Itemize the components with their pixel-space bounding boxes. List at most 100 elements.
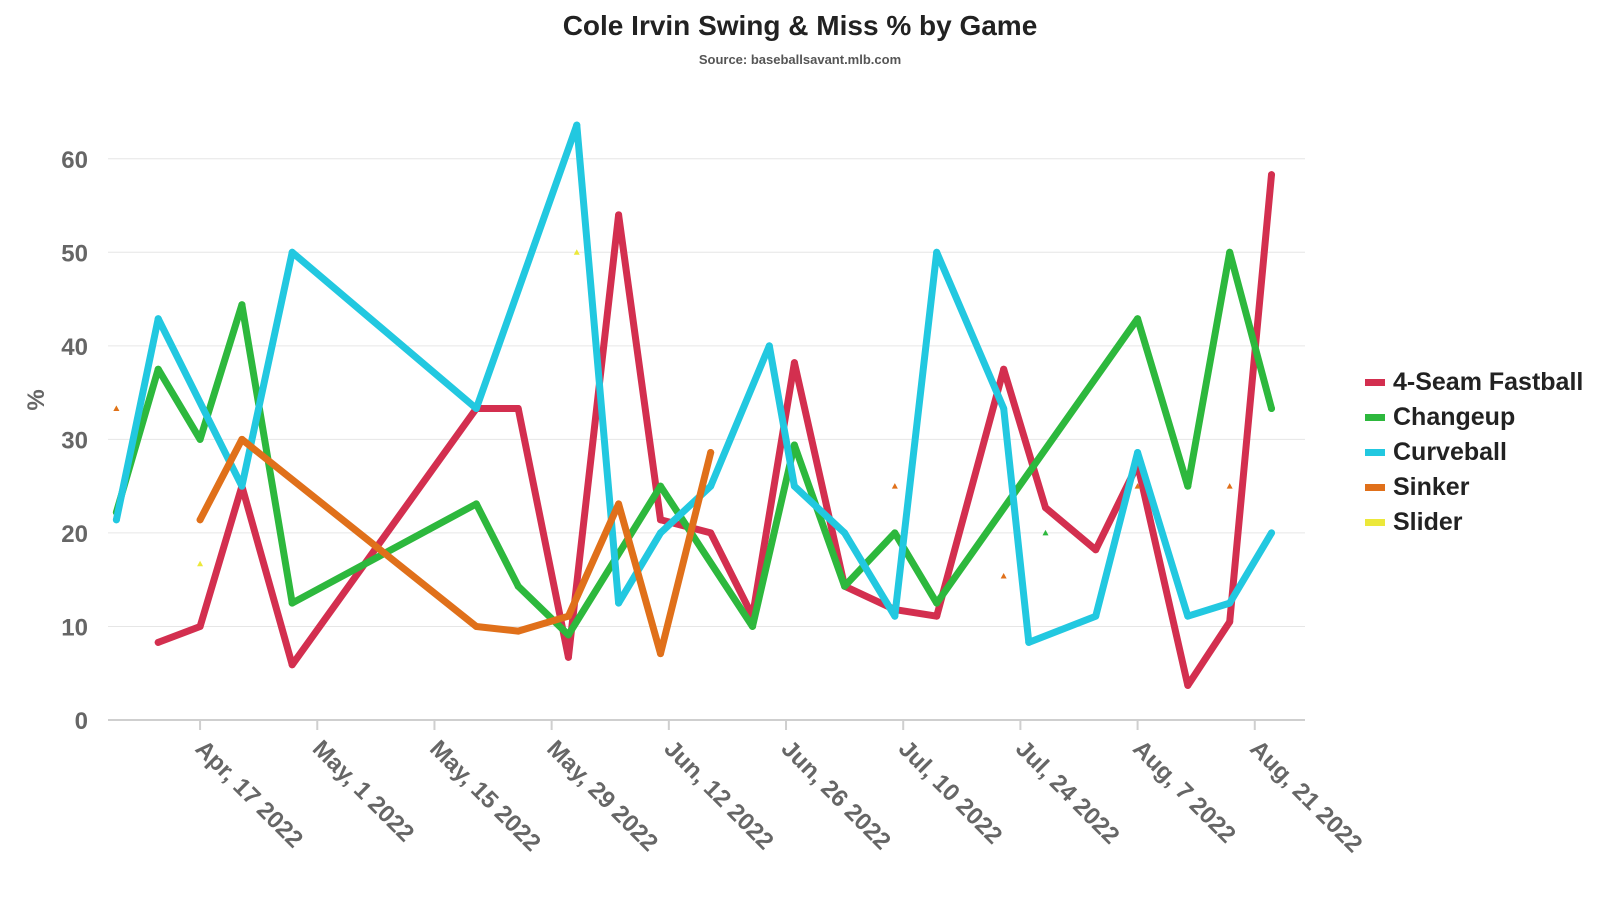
x-tick-label: Aug, 7 2022 <box>1127 735 1240 848</box>
data-point <box>1025 638 1033 646</box>
data-point <box>1134 315 1142 323</box>
data-point <box>707 529 715 537</box>
data-point <box>790 482 798 490</box>
series-line-changeup <box>112 248 1275 639</box>
data-point <box>707 482 715 490</box>
x-axis-ticks: Apr, 17 2022 May, 1 2022 May, 15 2022May, … <box>190 720 1368 858</box>
data-point <box>112 516 120 524</box>
legend-swatch <box>1365 414 1385 421</box>
data-point <box>1000 405 1008 413</box>
single-point-marker <box>113 405 120 412</box>
data-point <box>288 661 296 669</box>
data-point <box>1092 612 1100 620</box>
data-point <box>154 315 162 323</box>
data-point <box>1184 612 1192 620</box>
legend-item: Curveball <box>1365 435 1583 470</box>
legend-label: Sinker <box>1393 473 1470 501</box>
data-point <box>841 529 849 537</box>
data-point <box>564 631 572 639</box>
data-point <box>238 482 246 490</box>
data-point <box>196 622 204 630</box>
data-point <box>1000 365 1008 373</box>
y-tick-label: 60 <box>61 147 88 174</box>
legend-label: 4-Seam Fastball <box>1393 368 1584 396</box>
data-point <box>656 529 664 537</box>
series-lines <box>112 121 1276 689</box>
single-point-marker <box>197 560 204 567</box>
data-point <box>196 516 204 524</box>
data-point <box>656 516 664 524</box>
y-axis-label: % <box>23 389 50 410</box>
legend-item: Sinker <box>1365 470 1583 505</box>
data-point <box>1042 504 1050 512</box>
data-point <box>790 359 798 367</box>
y-tick-label: 0 <box>75 708 88 735</box>
x-tick-label: Aug, 21 2022 <box>1245 735 1368 858</box>
data-point <box>891 529 899 537</box>
data-point <box>656 650 664 658</box>
series-line-4-seam-fastball <box>154 171 1275 689</box>
single-point-marker <box>1226 483 1233 489</box>
legend-swatch <box>1365 449 1385 456</box>
x-tick-label: May, 1 2022 <box>307 735 419 847</box>
data-point <box>196 435 204 443</box>
legend-label: Curveball <box>1393 438 1507 466</box>
data-point <box>1268 171 1276 179</box>
y-tick-label: 30 <box>61 427 88 454</box>
data-point <box>891 612 899 620</box>
x-tick-label: Jun, 12 2022 <box>659 735 779 855</box>
data-point <box>1184 681 1192 689</box>
legend-item: Changeup <box>1365 400 1583 435</box>
x-tick-label: May, 15 2022 <box>424 735 546 857</box>
x-tick-label: Jul, 24 2022 <box>1010 735 1124 849</box>
data-point <box>615 211 623 219</box>
data-point <box>707 448 715 456</box>
data-point <box>1184 482 1192 490</box>
y-tick-label: 20 <box>61 521 88 548</box>
chart-title: Cole Irvin Swing & Miss % by Game <box>562 10 1038 41</box>
data-point <box>656 482 664 490</box>
data-point <box>238 301 246 309</box>
data-point <box>1268 529 1276 537</box>
data-point <box>514 627 522 635</box>
data-point <box>765 342 773 350</box>
legend-label: Slider <box>1393 508 1463 536</box>
data-point <box>933 612 941 620</box>
data-point <box>933 248 941 256</box>
chart-subtitle: Source: baseballsavant.mlb.com <box>698 52 902 67</box>
x-tick-label: Apr, 17 2022 <box>190 735 308 853</box>
data-point <box>472 500 480 508</box>
legend-swatch <box>1365 484 1385 491</box>
data-point <box>933 599 941 607</box>
data-point <box>564 653 572 661</box>
x-tick-label: Jul, 10 2022 <box>893 735 1007 849</box>
data-point <box>288 599 296 607</box>
data-point <box>841 582 849 590</box>
y-tick-label: 50 <box>61 240 88 267</box>
x-tick-label: May, 29 2022 <box>541 735 663 857</box>
legend-item: Slider <box>1365 505 1583 540</box>
data-point <box>1226 248 1234 256</box>
data-point <box>564 612 572 620</box>
data-point <box>514 405 522 413</box>
data-point <box>1226 618 1234 626</box>
series-line-sinker <box>196 435 715 658</box>
gridlines <box>108 158 1305 721</box>
y-tick-label: 40 <box>61 334 88 361</box>
data-point <box>615 500 623 508</box>
y-axis-ticks: 0 10 20 30 40 50 60 <box>61 147 88 735</box>
data-point <box>615 599 623 607</box>
data-point <box>790 441 798 449</box>
single-point-markers <box>113 249 1233 579</box>
data-point <box>1226 599 1234 607</box>
legend-swatch <box>1365 379 1385 386</box>
data-point <box>573 121 581 129</box>
data-point <box>154 365 162 373</box>
data-point <box>472 622 480 630</box>
single-point-marker <box>1042 529 1049 536</box>
data-point <box>238 435 246 443</box>
data-point <box>288 248 296 256</box>
data-point <box>1092 546 1100 554</box>
